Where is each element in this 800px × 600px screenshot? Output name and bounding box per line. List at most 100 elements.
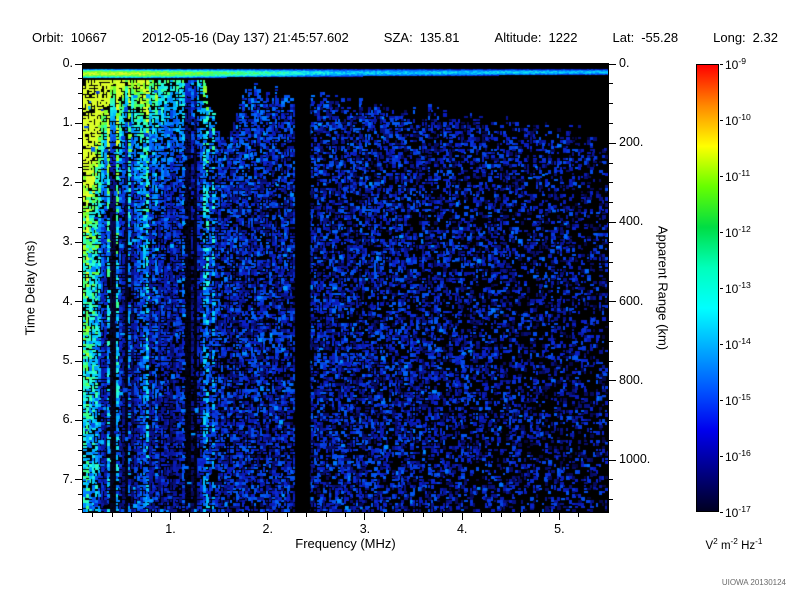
- x-minor-tick: [520, 513, 521, 517]
- x-tick: [461, 513, 463, 520]
- x-minor-tick: [481, 513, 483, 517]
- x-minor-tick: [131, 513, 133, 517]
- header-item-label: Lat:: [612, 30, 635, 45]
- colorbar-tick-label: 10-11: [725, 168, 751, 184]
- header-item: 2012-05-16 (Day 137) 21:45:57.602: [142, 30, 349, 45]
- y-tick: [75, 301, 82, 303]
- x-minor-tick: [306, 513, 308, 517]
- x-minor-tick: [403, 513, 405, 517]
- y-tick: [75, 241, 82, 243]
- y2-tick-label: 400.: [619, 214, 644, 229]
- x-axis-label: Frequency (MHz): [295, 536, 396, 551]
- colorbar-tick: [720, 119, 723, 121]
- y2-tick: [609, 459, 616, 461]
- header-item: SZA: 135.81: [384, 30, 460, 45]
- spectrogram-canvas: [83, 64, 608, 512]
- x-minor-tick: [247, 513, 249, 517]
- y-minor-tick: [78, 464, 82, 466]
- colorbar-tick: [720, 287, 723, 289]
- colorbar-unit-label: V2 m-2 Hz-1: [705, 537, 763, 552]
- y-tick-label: 6.: [62, 412, 73, 427]
- y-minor-tick: [78, 93, 82, 95]
- x-tick: [558, 513, 560, 520]
- header-item: Orbit: 10667: [32, 30, 107, 45]
- y2-tick: [609, 380, 616, 382]
- colorbar-tick: [720, 63, 723, 65]
- colorbar-tick-label: 10-13: [725, 280, 751, 296]
- header-item: Altitude: 1222: [495, 30, 578, 45]
- header-item-value: 2012-05-16 (Day 137) 21:45:57.602: [142, 30, 349, 45]
- colorbar-tick-label: 10-14: [725, 336, 751, 352]
- y-axis-label: Time Delay (ms): [22, 240, 38, 336]
- y-minor-tick: [78, 256, 82, 258]
- y-minor-tick: [78, 494, 82, 496]
- y-minor-tick: [78, 137, 82, 139]
- y-tick: [75, 419, 82, 421]
- y-tick-label: 5.: [62, 353, 73, 368]
- y-minor-tick: [78, 271, 82, 273]
- y-tick: [75, 63, 82, 65]
- y-minor-tick: [78, 375, 82, 377]
- y2-tick: [609, 221, 616, 223]
- x-minor-tick: [92, 513, 94, 517]
- y-tick: [75, 182, 82, 184]
- header-item-label: Orbit:: [32, 30, 64, 45]
- x-minor-tick: [500, 513, 502, 517]
- y2-tick: [609, 63, 616, 65]
- y2-tick-label: 0.: [619, 56, 630, 70]
- x-minor-tick: [578, 513, 580, 517]
- header-item-value: 1222: [548, 30, 578, 45]
- header-item-value: -55.28: [641, 30, 679, 45]
- y-minor-tick: [78, 330, 82, 332]
- y-tick: [75, 479, 82, 481]
- y-minor-tick: [78, 434, 82, 436]
- y-minor-tick: [78, 345, 82, 347]
- y-tick-label: 7.: [62, 471, 73, 486]
- y2-minor-tick: [609, 103, 613, 105]
- y-tick: [75, 360, 82, 362]
- header-item-label: SZA:: [383, 30, 413, 45]
- colorbar-tick: [720, 455, 723, 457]
- y2-minor-tick: [609, 320, 613, 322]
- y2-tick: [609, 301, 616, 303]
- x-minor-tick: [345, 513, 346, 517]
- x-tick-label: 2.: [262, 522, 273, 536]
- x-minor-tick: [228, 513, 230, 517]
- x-tick: [364, 513, 366, 520]
- x-tick-label: 1.: [165, 522, 176, 536]
- colorbar-tick-label: 10-9: [725, 56, 747, 72]
- y2-minor-tick: [609, 400, 613, 402]
- y2-minor-tick: [609, 499, 613, 501]
- x-tick: [170, 513, 171, 520]
- y-minor-tick: [78, 449, 82, 451]
- y-minor-tick: [78, 316, 82, 318]
- colorbar-tick: [720, 511, 723, 513]
- y2-tick-label: 200.: [619, 135, 644, 150]
- y-minor-tick: [78, 167, 82, 169]
- x-minor-tick: [383, 513, 385, 517]
- y-minor-tick: [78, 390, 82, 392]
- y2-minor-tick: [609, 241, 613, 243]
- y-tick-label: 4.: [62, 293, 73, 308]
- colorbar-tick-label: 10-16: [725, 448, 751, 464]
- y2-tick-label: 1000.: [619, 452, 651, 467]
- y-minor-tick: [78, 108, 82, 110]
- header-item-value: 10667: [70, 30, 107, 45]
- y2-tick-label: 600.: [619, 293, 644, 308]
- credit-text: UIOWA 20130124: [721, 578, 786, 587]
- y2-minor-tick: [609, 479, 613, 481]
- x-minor-tick: [111, 513, 113, 517]
- header-item-label: Long:: [713, 30, 746, 45]
- x-minor-tick: [189, 513, 191, 517]
- x-minor-tick: [208, 513, 210, 517]
- y2-minor-tick: [609, 202, 613, 204]
- colorbar-tick: [720, 231, 723, 233]
- header-item: Long: 2.32: [713, 30, 778, 45]
- y2-minor-tick: [609, 122, 613, 124]
- x-tick: [267, 513, 269, 520]
- y-minor-tick: [78, 509, 82, 511]
- header-item-value: 2.32: [752, 30, 778, 45]
- y-minor-tick: [78, 286, 82, 288]
- x-minor-tick: [150, 513, 152, 517]
